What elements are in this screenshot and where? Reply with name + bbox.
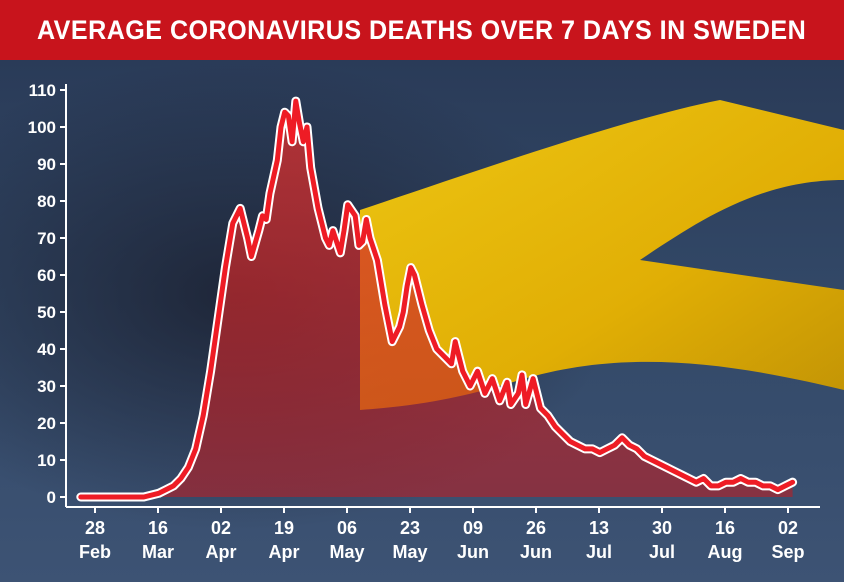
x-tick-label-month: May: [329, 542, 364, 562]
chart-svg: 0 10 20 30 40 50 60 70 80 90 100 110 28 Feb 16 Mar 02 Apr…: [0, 60, 844, 582]
x-tick-label-month: Apr: [269, 542, 300, 562]
x-tick-label-month: Aug: [708, 542, 743, 562]
x-tick-label-month: Mar: [142, 542, 174, 562]
y-tick-label: 60: [37, 266, 56, 285]
y-tick-label: 20: [37, 414, 56, 433]
x-tick-label-month: Feb: [79, 542, 111, 562]
x-tick-label-day: 30: [652, 518, 672, 538]
x-tick-label-day: 02: [778, 518, 798, 538]
x-tick-label-day: 16: [148, 518, 168, 538]
x-tick-label-day: 19: [274, 518, 294, 538]
x-tick-label-month: Jul: [649, 542, 675, 562]
x-tick-label-month: Jun: [457, 542, 489, 562]
chart-title: AVERAGE CORONAVIRUS DEATHS OVER 7 DAYS I…: [37, 14, 807, 45]
x-tick-label-month: May: [392, 542, 427, 562]
axis-layer: 0 10 20 30 40 50 60 70 80 90 100 110 28 Feb 16 Mar 02 Apr…: [28, 81, 820, 562]
line-layer: [76, 96, 798, 502]
x-tick-label-month: Apr: [206, 542, 237, 562]
flag-yellow-band: [360, 100, 844, 410]
x-tick-label-day: 23: [400, 518, 420, 538]
x-tick-label-day: 28: [85, 518, 105, 538]
y-tick-label: 80: [37, 192, 56, 211]
series-area: [80, 101, 793, 497]
x-tick-label-month: Sep: [771, 542, 804, 562]
x-tick-label-day: 09: [463, 518, 483, 538]
y-tick-label: 0: [47, 488, 56, 507]
y-tick-label: 100: [28, 118, 56, 137]
area-layer: [80, 101, 793, 497]
x-tick-label-month: Jul: [586, 542, 612, 562]
x-tick-label-month: Jun: [520, 542, 552, 562]
y-tick-label: 40: [37, 340, 56, 359]
x-tick-label-day: 06: [337, 518, 357, 538]
y-tick-label: 10: [37, 451, 56, 470]
title-bar: AVERAGE CORONAVIRUS DEATHS OVER 7 DAYS I…: [0, 0, 844, 60]
x-tick-label-day: 02: [211, 518, 231, 538]
x-tick-label-day: 26: [526, 518, 546, 538]
y-tick-label: 30: [37, 377, 56, 396]
y-tick-label: 70: [37, 229, 56, 248]
y-tick-label: 50: [37, 303, 56, 322]
chart-area: 0 10 20 30 40 50 60 70 80 90 100 110 28 Feb 16 Mar 02 Apr…: [0, 60, 844, 582]
y-tick-label: 110: [29, 81, 56, 100]
x-tick-label-day: 13: [589, 518, 609, 538]
y-tick-label: 90: [37, 155, 56, 174]
x-tick-label-day: 16: [715, 518, 735, 538]
